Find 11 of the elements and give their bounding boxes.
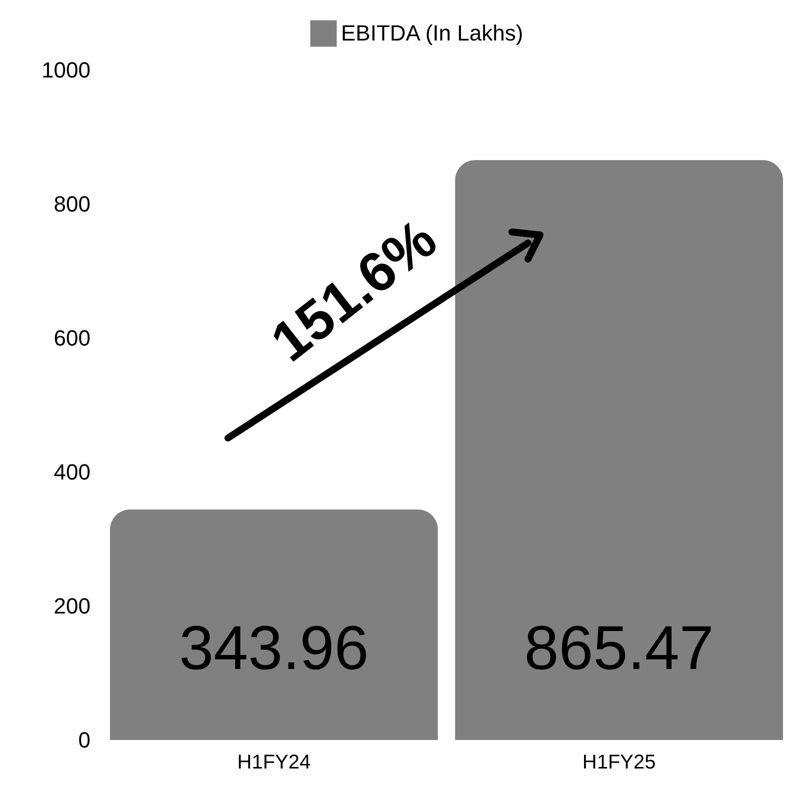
y-tick-label: 1000 xyxy=(42,58,90,82)
data-label: 343.96 xyxy=(179,614,369,683)
x-tick-label: H1FY25 xyxy=(582,752,656,774)
legend-label: EBITDA (In Lakhs) xyxy=(341,20,524,46)
y-tick-label: 0 xyxy=(78,728,90,752)
data-label: 865.47 xyxy=(524,614,714,683)
y-tick-label: 600 xyxy=(54,326,90,350)
y-tick-label: 800 xyxy=(54,192,90,216)
y-tick-label: 400 xyxy=(54,460,90,484)
y-tick-label: 200 xyxy=(54,594,90,618)
x-tick-label: H1FY24 xyxy=(237,752,311,774)
